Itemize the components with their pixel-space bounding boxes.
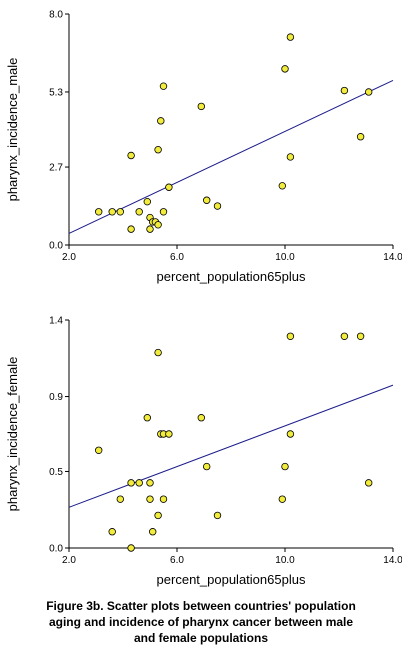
female-data-point [165,430,173,438]
female-data-point [154,511,162,520]
male-data-point [197,102,205,111]
male-y-tick-label: 5.3 [49,87,63,98]
male-data-point [340,86,349,95]
male-data-point [159,208,168,216]
female-data-point [108,528,116,536]
caption-line-3: and female populations [133,631,268,645]
female-data-point [365,479,373,487]
female-data-point [146,495,154,503]
female-data-point [356,332,365,340]
male-y-tick-label: 0.0 [49,241,63,252]
male-data-point [365,88,373,96]
male-y-tick-label: 2.7 [49,163,63,174]
male-data-point [154,221,162,229]
female-data-point [146,479,154,487]
female-data-point [159,495,168,503]
male-x-tick-label: 14.0 [383,252,402,263]
male-data-point [281,65,289,73]
female-y-axis-label: pharynx_incidence_female [5,357,20,512]
female-data-point [143,414,151,422]
female-y-tick-label: 0.5 [49,467,63,478]
male-data-point [278,182,286,190]
male-x-tick-label: 6.0 [170,252,184,263]
female-data-point [135,479,143,487]
female-data-point [127,544,135,552]
female-y-tick-label: 0.9 [49,392,63,403]
female-data-point [340,332,349,340]
male-data-point [356,133,365,141]
female-data-point [154,348,162,357]
male-x-axis-label: percent_population65plus [157,269,306,284]
male-y-axis-label: pharynx_incidence_male [5,58,20,202]
male-x-tick-label: 2.0 [62,252,76,263]
female-data-point [286,430,295,438]
male-data-point [165,183,173,191]
male-data-point [94,208,103,216]
figure-caption: Figure 3b. Scatter plots between countri… [0,598,402,646]
male-data-point [127,151,135,160]
male-x-tick-label: 10.0 [275,252,295,263]
female-data-point [127,479,135,487]
female-trend-line [68,384,394,508]
male-scatter-chart: 0.0 2.7 5.3 8.0 2.0 6.0 10.0 14.0 percent_popula… [5,10,402,285]
female-data-point [148,528,157,536]
male-data-point [154,146,162,154]
male-data-point [135,208,143,216]
male-data-point [127,225,135,233]
female-y-tick-label: 0.0 [49,544,63,555]
male-data-point [157,117,165,125]
male-data-point [108,208,116,216]
female-data-point [197,414,205,422]
female-x-axis-label: percent_population65plus [157,572,306,587]
female-data-point [116,495,124,503]
female-x-tick-label: 2.0 [62,555,76,566]
female-x-tick-label: 6.0 [170,555,184,566]
male-data-point [213,202,222,210]
male-data-point [202,196,211,204]
male-data-point [286,153,295,161]
male-data-point [146,225,154,233]
female-data-point [286,332,295,340]
female-data-point [94,446,103,454]
female-x-tick-label: 10.0 [275,555,295,566]
male-trend-line [68,79,394,234]
female-data-point [278,495,286,503]
female-data-point [213,511,222,520]
female-scatter-chart: 0.0 0.5 0.9 1.4 2.0 6.0 10.0 14.0 percent_popula… [5,316,402,588]
male-data-point [116,208,124,216]
caption-line-2: aging and incidence of pharynx cancer be… [48,615,354,629]
female-x-tick-label: 14.0 [383,555,402,566]
male-y-tick-label: 8.0 [49,10,63,21]
caption-line-1: Figure 3b. Scatter plots between countri… [46,599,356,613]
female-data-point [281,462,289,471]
male-data-point [159,82,168,90]
male-data-point [143,197,151,206]
male-data-point [286,33,295,41]
female-data-point [202,462,211,471]
female-y-tick-label: 1.4 [49,316,63,327]
